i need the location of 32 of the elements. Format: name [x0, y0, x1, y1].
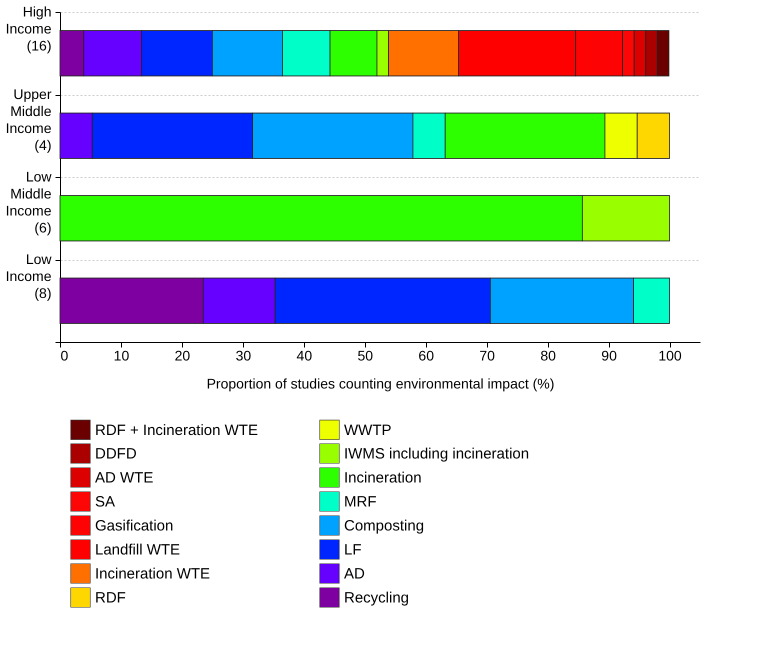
legend-label: MRF: [344, 494, 376, 510]
x-tick-label: 10: [114, 348, 130, 364]
legend-label: Gasification: [95, 518, 174, 534]
legend-label: SA: [95, 494, 116, 510]
x-tick-label: 20: [174, 348, 190, 364]
legend-label: Incineration: [344, 470, 422, 486]
x-tick-label: 60: [418, 348, 434, 364]
x-tick-label: 30: [236, 348, 252, 364]
x-tick-label: 70: [479, 348, 496, 364]
legend-label: Incineration WTE: [95, 566, 210, 582]
y-tick-label: Low Income (8): [6, 251, 52, 301]
legend-label: LF: [344, 542, 362, 558]
x-tick-label: 100: [658, 348, 682, 364]
x-tick-label: 80: [540, 348, 556, 364]
legend-label: DDFD: [95, 446, 137, 462]
x-tick-label: 0: [60, 348, 68, 364]
legend-label: AD WTE: [95, 470, 154, 486]
y-tick-label: High Income (16): [6, 4, 52, 54]
legend-label: Composting: [344, 518, 424, 534]
legend-label: IWMS including incineration: [344, 446, 530, 462]
legend-label: AD: [344, 566, 366, 582]
y-tick-label: Upper Middle Income (4): [6, 86, 52, 153]
legend-label: WWTP: [344, 422, 392, 439]
x-tick-label: 90: [601, 348, 618, 364]
y-tick-label: Low Middle Income (6): [6, 168, 52, 236]
x-tick-label: 50: [357, 348, 374, 364]
legend-label: RDF + Incineration WTE: [95, 422, 258, 439]
legend-label: Landfill WTE: [95, 542, 180, 558]
x-axis-title: Proportion of studies counting environmental impact (%): [206, 376, 554, 392]
x-tick-label: 40: [296, 348, 312, 364]
legend-label: RDF: [95, 590, 126, 606]
legend-label: Recycling: [344, 590, 410, 606]
